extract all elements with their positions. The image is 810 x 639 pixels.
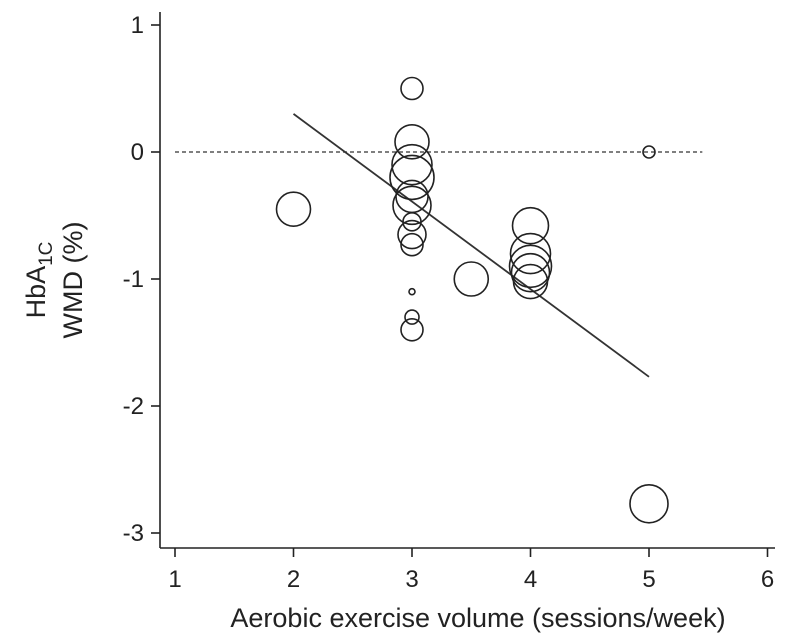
data-point: [400, 76, 424, 101]
y-axis-title-subscript: 1C: [36, 242, 57, 266]
y-ticks: 1 0 -1 -2 -3: [123, 12, 160, 547]
data-point: [629, 483, 669, 524]
x-tick-label: 5: [642, 566, 655, 593]
data-point: [510, 252, 551, 293]
data-points: [275, 76, 669, 524]
x-tick-label: 3: [405, 566, 418, 593]
y-axis-title-line1: HbA1C: [21, 242, 57, 319]
data-point: [400, 232, 424, 257]
data-point: [453, 261, 490, 297]
data-point: [642, 145, 656, 159]
axes: [159, 12, 775, 549]
data-point: [391, 143, 433, 186]
data-point: [512, 263, 549, 300]
data-point: [394, 124, 430, 160]
y-tick-label: -1: [123, 266, 144, 293]
y-tick-label: 0: [131, 139, 144, 166]
x-tick-label: 1: [168, 566, 181, 593]
data-point: [392, 185, 432, 226]
y-axis-title-line2: WMD (%): [58, 222, 88, 339]
data-point: [408, 287, 416, 296]
data-point: [402, 212, 422, 232]
y-axis-title-main: HbA: [21, 266, 51, 319]
data-point: [389, 154, 435, 201]
x-tick-label: 6: [761, 566, 774, 593]
y-axis-title: HbA1C WMD (%): [21, 222, 88, 339]
x-tick-label: 4: [524, 566, 537, 593]
data-point: [404, 309, 420, 325]
data-point: [508, 244, 553, 289]
y-tick-label: -3: [123, 520, 144, 547]
x-tick-label: 2: [287, 566, 300, 593]
regression-line: [292, 113, 650, 378]
data-point: [397, 219, 427, 250]
data-point: [275, 191, 312, 227]
data-point: [400, 317, 424, 342]
y-tick-label: 1: [131, 12, 144, 39]
data-point: [511, 206, 550, 245]
x-ticks: 1 2 3 4 5 6: [168, 548, 774, 593]
y-tick-label: -2: [123, 393, 144, 420]
data-point: [509, 232, 552, 275]
x-axis-title: Aerobic exercise volume (sessions/week): [230, 603, 725, 633]
